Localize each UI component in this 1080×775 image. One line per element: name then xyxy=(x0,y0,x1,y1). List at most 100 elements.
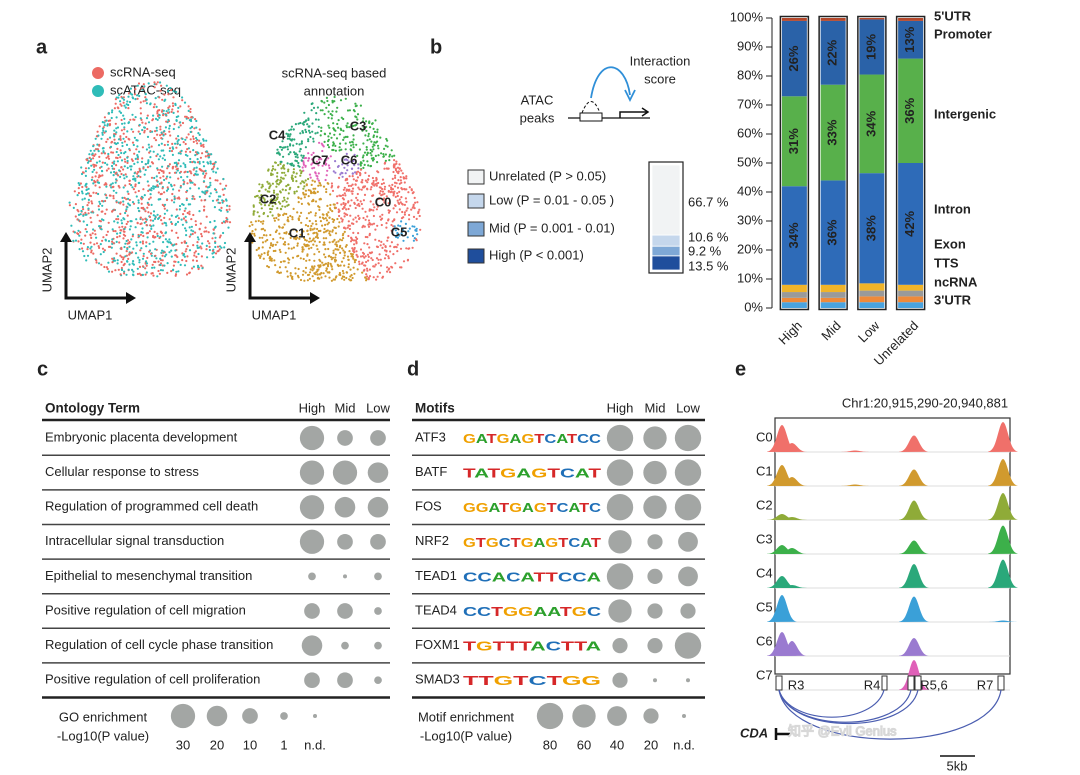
umap-cell xyxy=(122,233,125,236)
umap-cell xyxy=(283,241,287,244)
umap-cell xyxy=(163,203,167,206)
umap-cell xyxy=(322,272,325,275)
umap-cell xyxy=(364,210,367,213)
umap-cell xyxy=(361,271,364,274)
umap-cell xyxy=(144,163,147,166)
bar-segment xyxy=(781,96,807,187)
umap-cell xyxy=(155,126,158,129)
umap-cell xyxy=(317,164,320,167)
umap-cell xyxy=(195,259,198,262)
umap-cell xyxy=(362,252,366,255)
umap-cell xyxy=(316,227,319,231)
locus-label: Chr1:20,915,290-20,940,881 xyxy=(842,395,1008,410)
umap-cell xyxy=(293,237,296,240)
umap-cell xyxy=(115,116,118,119)
umap-cell xyxy=(153,83,156,86)
umap-cell xyxy=(112,162,116,165)
umap-cell xyxy=(331,148,334,152)
umap-cell xyxy=(208,245,211,248)
umap-cell xyxy=(329,112,332,116)
umap-cell xyxy=(132,260,135,263)
umap-cell xyxy=(198,128,201,131)
umap-cell xyxy=(408,218,411,221)
bar-segment xyxy=(898,302,924,308)
umap-cell xyxy=(372,135,375,139)
umap-cell xyxy=(192,244,195,247)
umap-cell xyxy=(145,264,148,267)
umap-cell xyxy=(362,269,365,272)
umap-cell xyxy=(98,186,101,189)
umap-cell xyxy=(73,190,76,193)
umap-cell xyxy=(81,247,84,250)
umap-cell xyxy=(203,176,206,179)
umap-cell xyxy=(198,195,201,198)
umap-cell xyxy=(165,84,168,87)
umap-cell xyxy=(311,122,314,125)
umap-cell xyxy=(76,194,79,197)
umap-cell xyxy=(383,197,386,200)
umap-cell xyxy=(311,228,314,231)
schematic-label: peaks xyxy=(520,110,555,125)
umap-cell xyxy=(157,269,160,273)
umap-cell xyxy=(179,105,182,108)
umap-cell xyxy=(332,278,335,281)
umap-cell xyxy=(321,109,324,112)
umap-cell xyxy=(411,192,414,195)
umap-cell xyxy=(388,267,391,270)
umap-cell xyxy=(108,123,112,126)
legend-title: -Log10(P value) xyxy=(420,728,512,743)
umap-cell xyxy=(313,227,316,230)
umap-cell xyxy=(119,273,122,276)
umap-cell xyxy=(169,241,172,244)
umap-cell xyxy=(170,221,173,224)
umap-cell xyxy=(122,230,125,233)
umap-cell xyxy=(332,203,335,206)
umap-cell xyxy=(415,217,418,220)
umap-cell xyxy=(276,193,279,196)
umap-cell xyxy=(170,222,174,225)
umap-cell xyxy=(98,225,101,228)
umap-cell xyxy=(317,158,321,161)
umap-cell xyxy=(386,270,389,273)
umap-cell xyxy=(120,222,124,225)
umap-cell xyxy=(132,143,135,147)
umap-cell xyxy=(269,202,272,205)
umap-cell xyxy=(277,164,280,167)
umap-cell xyxy=(368,208,371,211)
umap-cell xyxy=(186,148,189,151)
umap-cell xyxy=(286,162,289,165)
bar-segment xyxy=(781,18,807,21)
umap-cell xyxy=(372,214,375,218)
umap-cell xyxy=(329,193,332,196)
umap-cell xyxy=(366,139,369,142)
enrichment-dot xyxy=(678,566,698,587)
umap-cell xyxy=(327,164,330,167)
umap-cell xyxy=(183,209,186,212)
umap-cell xyxy=(137,207,140,210)
umap-cell xyxy=(328,132,332,135)
umap-cell xyxy=(314,214,317,217)
umap-cell xyxy=(149,252,153,255)
umap-cell xyxy=(140,222,143,225)
umap-cell xyxy=(179,143,182,146)
umap-cell xyxy=(268,246,272,249)
umap-cell xyxy=(84,228,87,231)
bar-value-label: 31% xyxy=(786,128,801,154)
umap-cell xyxy=(166,140,170,143)
umap-cell xyxy=(327,135,330,138)
umap-cell xyxy=(107,157,111,160)
umap-cell xyxy=(341,218,344,221)
umap-cell xyxy=(374,119,377,122)
umap-cell xyxy=(360,162,363,165)
umap-cell xyxy=(209,221,212,224)
umap-cell xyxy=(186,255,189,258)
umap-cell xyxy=(211,162,215,166)
track-label: C3 xyxy=(756,531,773,546)
umap-cell xyxy=(211,252,214,255)
umap-cell xyxy=(137,189,140,193)
umap-cell xyxy=(192,135,195,138)
umap-cell xyxy=(163,212,166,215)
umap-cell xyxy=(375,184,378,187)
umap-cell xyxy=(272,238,275,241)
bar-value-label: 36% xyxy=(902,97,917,123)
